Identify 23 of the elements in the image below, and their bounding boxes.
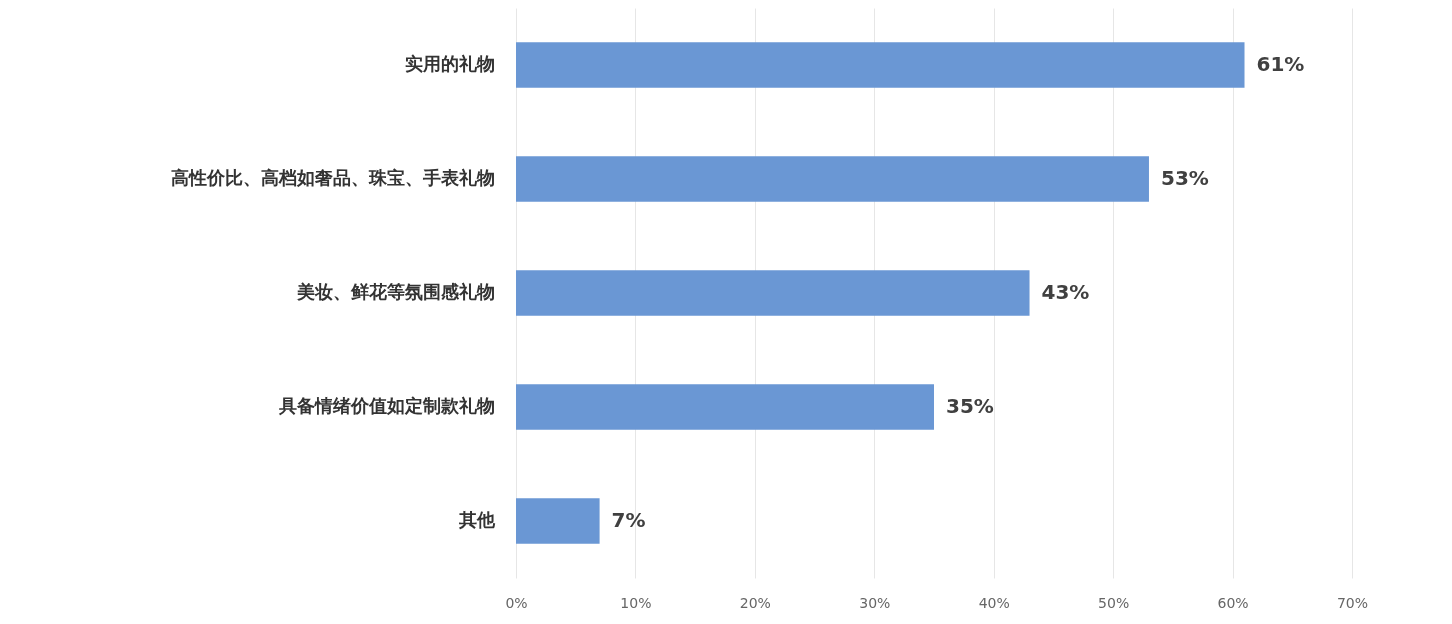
y-tick-label: 实用的礼物 [404,53,495,74]
x-tick-label: 20% [739,594,771,611]
x-tick-label: 30% [859,594,891,611]
data-label: 35% [946,394,994,418]
x-tick-label: 50% [1098,594,1130,611]
x-tick-label: 60% [1217,594,1249,611]
x-tick-label: 70% [1336,594,1369,611]
x-tick-label: 40% [978,594,1010,611]
x-tick-label: 10% [620,594,652,611]
bar [516,270,1030,316]
data-label: 7% [611,508,646,532]
bar [516,42,1245,88]
bar [516,498,600,544]
y-tick-label: 高性价比、高档如奢品、珠宝、手表礼物 [170,167,495,188]
x-tick-label: 0% [505,594,528,611]
y-tick-label: 其他 [457,509,496,530]
data-label: 53% [1160,166,1209,190]
bar [516,384,934,430]
data-label: 43% [1041,280,1090,304]
y-tick-label: 具备情绪价值如定制款礼物 [277,395,495,416]
bar [516,156,1149,202]
y-tick-label: 美妆、鲜花等氛围感礼物 [295,281,495,302]
data-label: 61% [1256,52,1305,76]
